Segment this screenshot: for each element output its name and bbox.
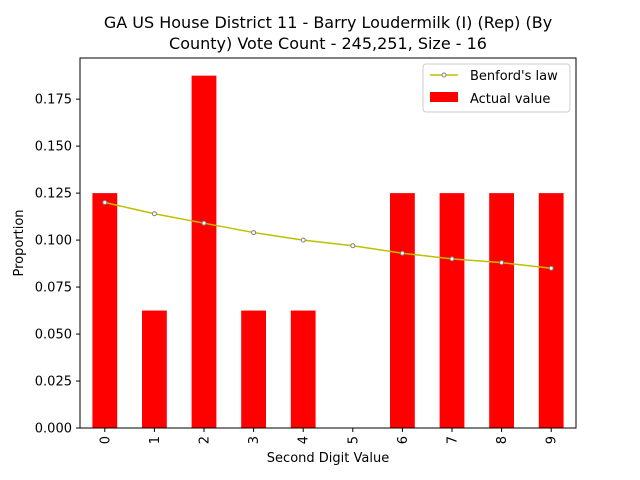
- bar-digit-7: [439, 193, 465, 428]
- x-tick-label: 2: [198, 436, 213, 444]
- benford-line-group: [102, 200, 554, 271]
- x-tick-label: 6: [396, 436, 411, 444]
- x-tick-label: 5: [346, 436, 361, 444]
- bar-digit-6: [390, 193, 415, 428]
- bars-group: [92, 75, 564, 428]
- y-tick-label: 0.175: [35, 93, 72, 108]
- benford-point-1: [151, 211, 157, 217]
- bar-digit-1: [142, 310, 167, 428]
- benford-point-7: [449, 256, 455, 262]
- bar-digit-9: [538, 193, 564, 428]
- y-tick-label: 0.025: [35, 375, 72, 390]
- benford-point-8: [499, 260, 505, 266]
- benford-point-5: [350, 243, 356, 249]
- bar-digit-2: [191, 75, 217, 428]
- y-axis-label: Proportion: [12, 209, 27, 276]
- legend-benford-label: Benford's law: [470, 69, 558, 84]
- chart-title-line-2: County) Vote Count - 245,251, Size - 16: [169, 34, 487, 53]
- bar-digit-0: [92, 193, 118, 428]
- legend-benford-marker: [441, 72, 447, 78]
- legend: Benford's law Actual value: [422, 63, 571, 113]
- x-tick-label: 1: [148, 436, 163, 444]
- plot-area-frame: [79, 57, 577, 429]
- y-tick-label: 0.100: [35, 234, 72, 249]
- legend-actual-swatch: [430, 92, 458, 102]
- chart-title-line-1: GA US House District 11 - Barry Loudermi…: [104, 13, 552, 32]
- y-tick-label: 0.125: [35, 187, 72, 202]
- x-tick-label: 8: [495, 436, 510, 444]
- benford-point-0: [102, 200, 108, 206]
- x-tick-label: 7: [446, 436, 461, 444]
- y-tick-label: 0.050: [35, 328, 72, 343]
- bar-digit-3: [241, 310, 266, 428]
- benford-point-4: [300, 237, 306, 243]
- benford-line: [104, 201, 552, 270]
- bar-digit-8: [489, 193, 514, 428]
- y-axis: 0.000 0.025 0.050 0.075 0.100 0.125 0.150 0.175: [35, 93, 80, 437]
- legend-actual-label: Actual value: [470, 92, 550, 107]
- x-tick-label: 9: [545, 436, 560, 444]
- benford-point-3: [251, 230, 257, 236]
- benford-point-2: [201, 220, 207, 226]
- x-tick-label: 0: [98, 436, 113, 444]
- bar-digit-4: [290, 310, 316, 428]
- y-tick-label: 0.150: [35, 140, 72, 155]
- benford-point-6: [399, 250, 405, 256]
- x-tick-label: 3: [247, 436, 262, 444]
- legend-box: [422, 63, 571, 113]
- x-axis: 0 1 2 3 4 5 6 7 8 9: [98, 428, 560, 444]
- x-axis-label: Second Digit Value: [267, 451, 389, 466]
- x-tick-label: 4: [297, 436, 312, 444]
- y-tick-label: 0.000: [35, 422, 72, 437]
- benford-point-9: [548, 265, 554, 271]
- y-tick-label: 0.075: [35, 281, 72, 296]
